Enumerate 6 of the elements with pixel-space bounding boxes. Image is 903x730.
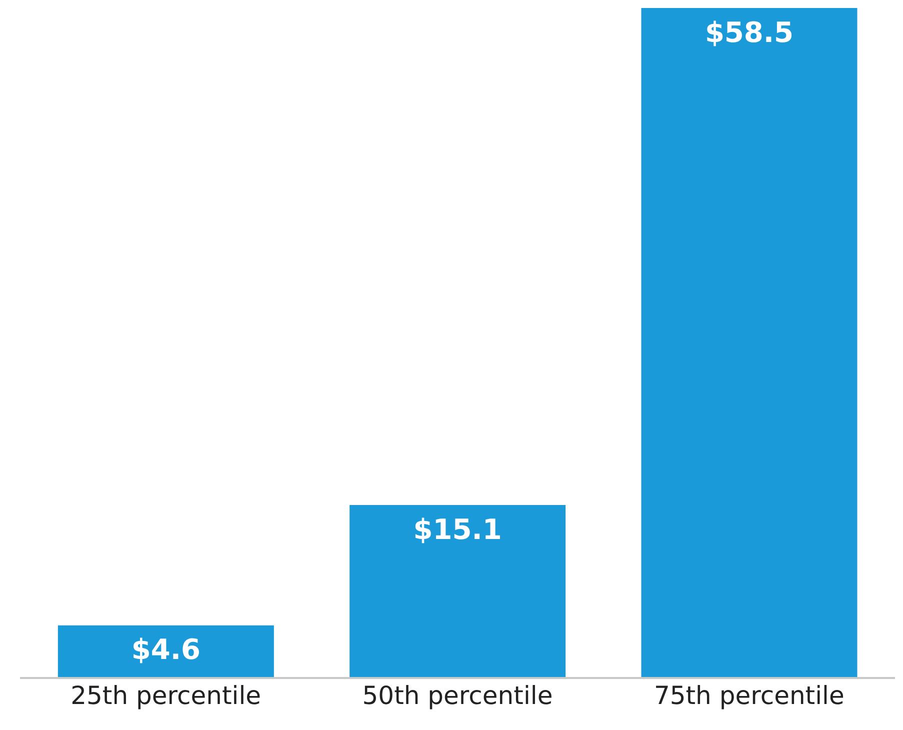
x-tick-label: 25th percentile — [70, 680, 262, 710]
x-tick-label: 50th percentile — [362, 680, 553, 710]
data-label: $58.5 — [704, 16, 794, 49]
x-tick-label: 75th percentile — [654, 680, 844, 710]
data-label: $15.1 — [413, 512, 502, 546]
data-label: $4.6 — [131, 633, 200, 666]
